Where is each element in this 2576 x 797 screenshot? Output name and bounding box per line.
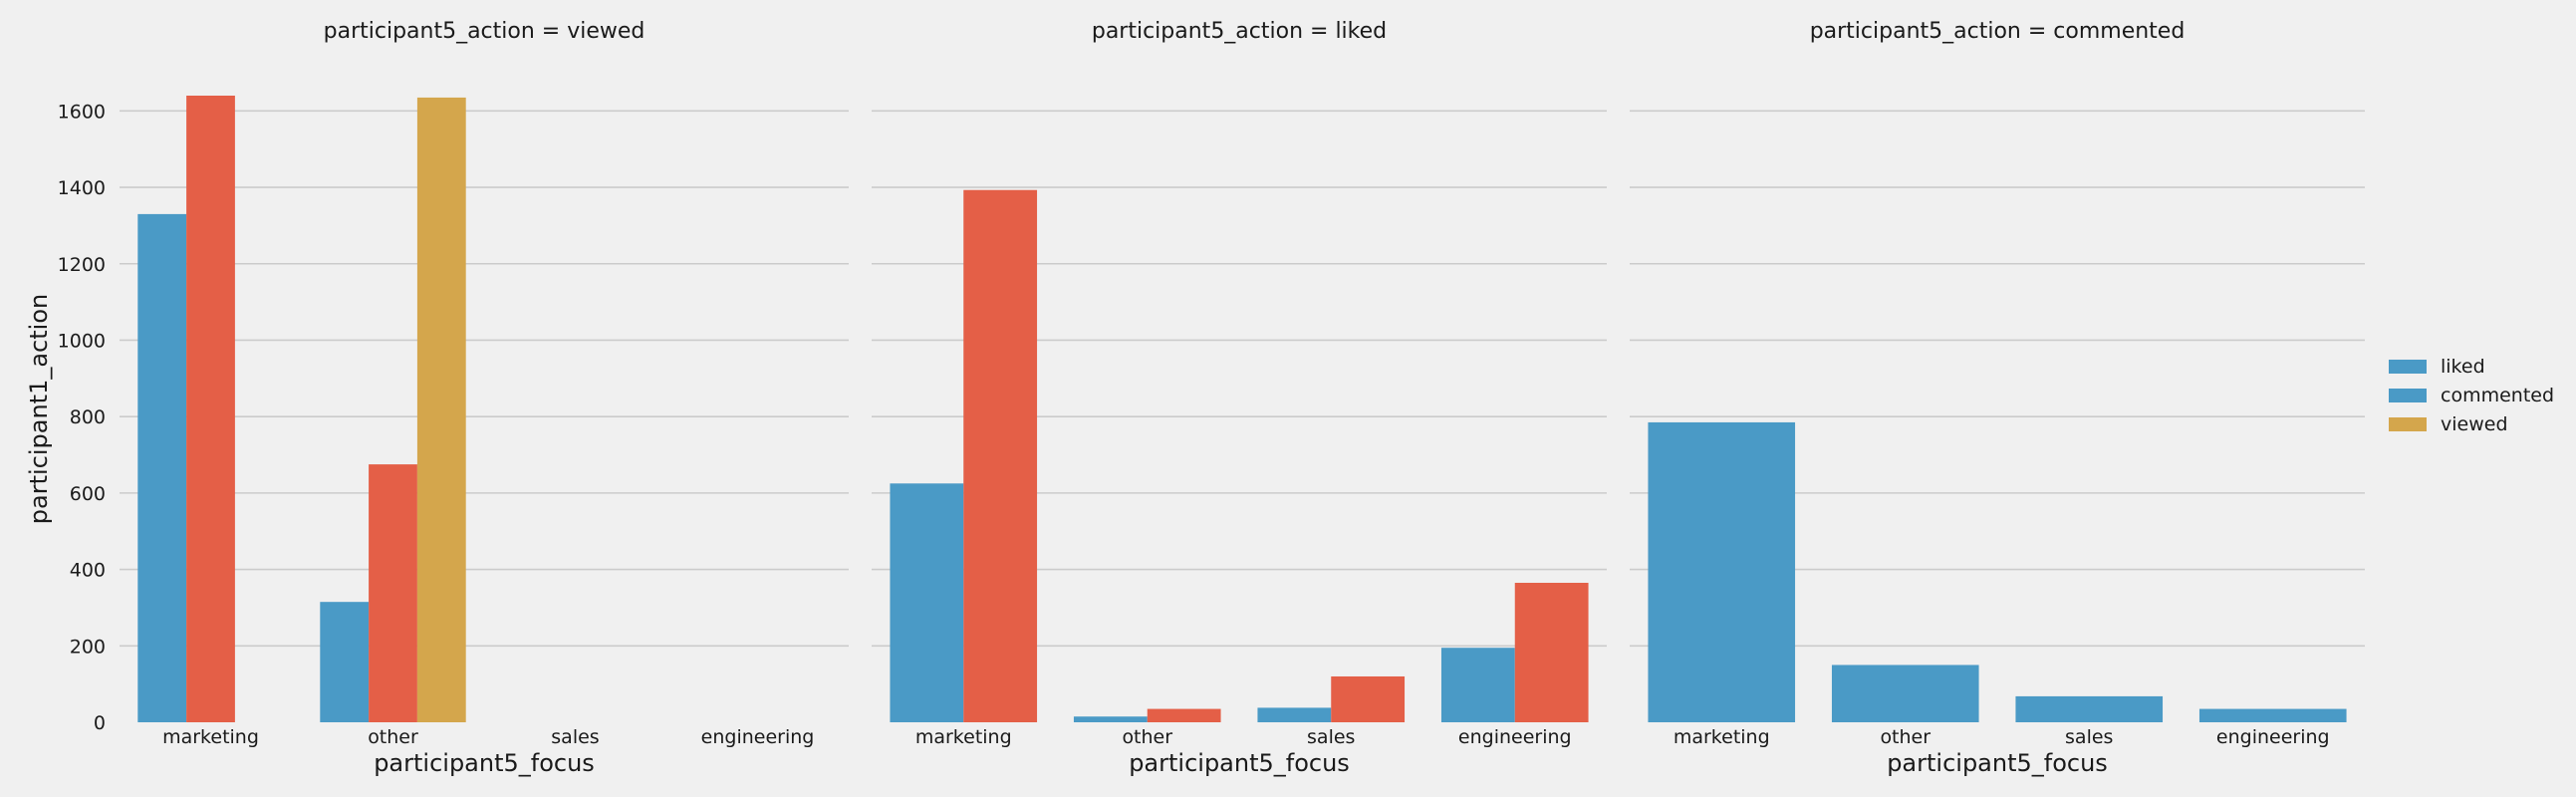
x-tick-label: engineering (701, 726, 815, 748)
bar-liked-other (1073, 716, 1148, 722)
bar-liked-marketing (1648, 421, 1796, 722)
bar-liked-marketing (890, 483, 964, 722)
x-tick-label: marketing (915, 726, 1012, 748)
x-tick-label: sales (1307, 726, 1355, 748)
x-tick-label: other (1122, 726, 1172, 748)
legend-swatch-liked (2389, 360, 2427, 374)
y-tick-label: 600 (70, 483, 106, 505)
y-tick-label: 1600 (58, 101, 106, 123)
legend-label-commented: commented (2441, 385, 2554, 406)
legend-label-viewed: viewed (2441, 413, 2508, 435)
y-tick-label: 1400 (58, 177, 106, 199)
x-tick-label: sales (2065, 726, 2113, 748)
bar-liked-engineering (1440, 648, 1515, 722)
bar-liked-sales (2015, 695, 2164, 722)
bar-liked-sales (1257, 707, 1332, 722)
legend-swatch-commented (2389, 389, 2427, 402)
y-tick-label: 400 (70, 560, 106, 582)
bar-viewed-other (416, 97, 466, 723)
y-tick-label: 0 (94, 712, 106, 734)
bar-commented-other (1147, 708, 1221, 722)
bar-commented-marketing (186, 96, 235, 722)
x-tick-label: marketing (1674, 726, 1770, 748)
bar-liked-other (320, 602, 370, 722)
x-axis-label: participant5_focus (1887, 749, 2108, 777)
y-tick-label: 1200 (58, 254, 106, 276)
bar-liked-engineering (2198, 708, 2347, 722)
facet-panel-3: participant5_action = commented marketing… (1630, 19, 2365, 777)
panel-title: participant5_action = viewed (324, 19, 645, 44)
x-tick-label: other (1880, 726, 1931, 748)
x-axis-label: participant5_focus (1129, 749, 1350, 777)
panel-title: participant5_action = liked (1092, 19, 1387, 44)
y-axis-label: participant1_action (25, 294, 53, 524)
facet-panel-1: participant5_action = viewed marketing oth… (120, 19, 849, 777)
bar-commented-engineering (1514, 583, 1589, 722)
bar-commented-other (369, 464, 417, 722)
bar-liked-other (1831, 664, 1979, 722)
bar-commented-sales (1331, 675, 1406, 722)
bar-liked-marketing (137, 213, 187, 722)
x-tick-label: marketing (162, 726, 259, 748)
x-tick-label: engineering (2216, 726, 2330, 748)
bar-commented-marketing (963, 189, 1038, 723)
legend: liked commented viewed (2389, 356, 2554, 435)
y-tick-label: 800 (70, 406, 106, 428)
legend-swatch-viewed (2389, 417, 2427, 431)
x-tick-label: other (368, 726, 418, 748)
x-axis-label: participant5_focus (374, 749, 595, 777)
x-tick-label: engineering (1458, 726, 1572, 748)
legend-label-liked: liked (2441, 356, 2485, 378)
panel-title: participant5_action = commented (1810, 19, 2186, 44)
x-tick-label: sales (551, 726, 599, 748)
facet-panel-2: participant5_action = liked marketing othe… (872, 19, 1607, 777)
y-tick-label: 200 (70, 636, 106, 658)
y-tick-label: 1000 (58, 330, 106, 352)
